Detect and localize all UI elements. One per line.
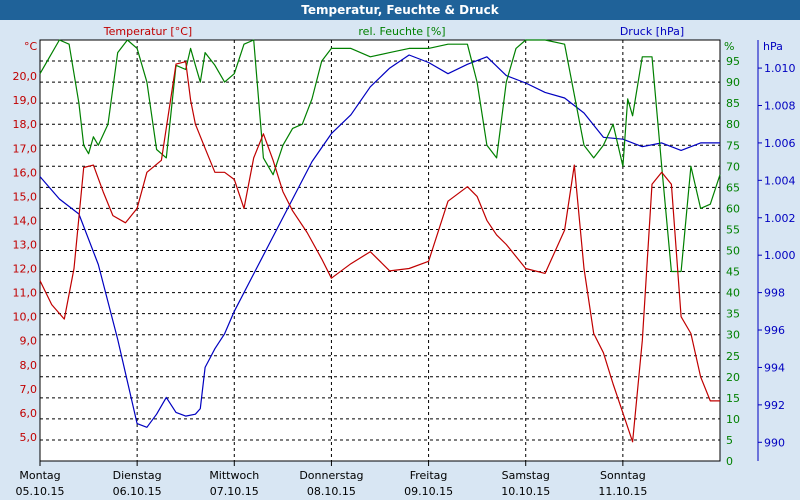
- humidity-tick-label: 35: [726, 308, 740, 321]
- x-tick-date-label: 10.10.15: [501, 485, 550, 498]
- pressure-tick-label: 1.010: [764, 62, 796, 75]
- humidity-tick-label: 75: [726, 139, 740, 152]
- humidity-tick-label: 30: [726, 329, 740, 342]
- x-tick-day-label: Samstag: [502, 469, 550, 482]
- humidity-tick-label: 50: [726, 245, 740, 258]
- pressure-tick-label: 990: [764, 436, 785, 449]
- x-tick-day-label: Donnerstag: [299, 469, 363, 482]
- temp-tick-label: 20,0: [13, 70, 38, 83]
- x-tick-day-label: Mittwoch: [209, 469, 259, 482]
- humidity-series-line: [39, 39, 721, 273]
- pressure-tick-label: 996: [764, 324, 785, 337]
- x-tick-day-label: Freitag: [410, 469, 448, 482]
- humidity-axis-title: rel. Feuchte [%]: [358, 25, 445, 38]
- temp-tick-label: 9,0: [20, 335, 38, 348]
- temp-tick-label: 17,0: [13, 142, 38, 155]
- temp-tick-label: 12,0: [13, 263, 38, 276]
- x-tick-day-label: Dienstag: [113, 469, 162, 482]
- humidity-tick-label: 40: [726, 287, 740, 300]
- x-tick-date-label: 06.10.15: [113, 485, 162, 498]
- humidity-tick-label: 20: [726, 371, 740, 384]
- x-tick-day-label: Sonntag: [600, 469, 646, 482]
- x-tick-day-label: Montag: [19, 469, 60, 482]
- temp-tick-label: 5,0: [20, 431, 38, 444]
- temp-tick-label: 7,0: [20, 383, 38, 396]
- grid-lines: [39, 40, 762, 466]
- pressure-tick-label: 1.008: [764, 99, 796, 112]
- temp-tick-label: 10,0: [13, 311, 38, 324]
- pressure-tick-label: 1.006: [764, 137, 796, 150]
- humidity-tick-label: 10: [726, 413, 740, 426]
- temp-tick-label: 13,0: [13, 238, 38, 251]
- temp-tick-label: 19,0: [13, 94, 38, 107]
- humidity-tick-label: 70: [726, 160, 740, 173]
- pressure-tick-label: 1.002: [764, 212, 796, 225]
- pressure-tick-label: 1.000: [764, 249, 796, 262]
- humidity-tick-label: 45: [726, 266, 740, 279]
- pressure-tick-label: 992: [764, 399, 785, 412]
- temp-unit: °C: [24, 40, 38, 53]
- humidity-tick-label: 15: [726, 392, 740, 405]
- pressure-unit: hPa: [763, 40, 783, 53]
- pressure-tick-label: 994: [764, 361, 785, 374]
- humidity-tick-label: 95: [726, 55, 740, 68]
- temp-tick-label: 15,0: [13, 190, 38, 203]
- pressure-series-line: [39, 54, 720, 428]
- humidity-tick-label: 65: [726, 181, 740, 194]
- humidity-tick-label: 90: [726, 76, 740, 89]
- temp-tick-label: 16,0: [13, 166, 38, 179]
- pressure-tick-label: 1.004: [764, 174, 796, 187]
- x-tick-date-label: 08.10.15: [307, 485, 356, 498]
- series-lines: [39, 39, 721, 443]
- tick-labels: 0 5 10 15 20 25 30 35 40 45 50 55 60 65 70 75 80 85 90 95 5,…: [13, 55, 796, 498]
- chart-title: Temperatur, Feuchte & Druck: [0, 0, 800, 20]
- temp-tick-label: 8,0: [20, 359, 38, 372]
- temp-tick-label: 14,0: [13, 214, 38, 227]
- temp-tick-label: 11,0: [13, 287, 38, 300]
- humidity-tick-label: 60: [726, 202, 740, 215]
- pressure-axis-title: Druck [hPa]: [620, 25, 684, 38]
- humidity-tick-label: 5: [726, 434, 733, 447]
- humidity-tick-label: 85: [726, 97, 740, 110]
- x-tick-date-label: 09.10.15: [404, 485, 453, 498]
- x-tick-date-label: 07.10.15: [210, 485, 259, 498]
- x-tick-date-label: 11.10.15: [598, 485, 647, 498]
- temp-tick-label: 6,0: [20, 407, 38, 420]
- x-tick-date-label: 05.10.15: [16, 485, 65, 498]
- temp-tick-label: 18,0: [13, 118, 38, 131]
- humidity-unit: %: [724, 40, 734, 53]
- humidity-tick-label: 55: [726, 223, 740, 236]
- humidity-tick-label: 80: [726, 118, 740, 131]
- humidity-tick-label: 25: [726, 350, 740, 363]
- humidity-tick-label: 0: [726, 455, 733, 468]
- temp-axis-title: Temperatur [°C]: [103, 25, 192, 38]
- pressure-tick-label: 998: [764, 287, 785, 300]
- temperature-series-line: [39, 61, 720, 443]
